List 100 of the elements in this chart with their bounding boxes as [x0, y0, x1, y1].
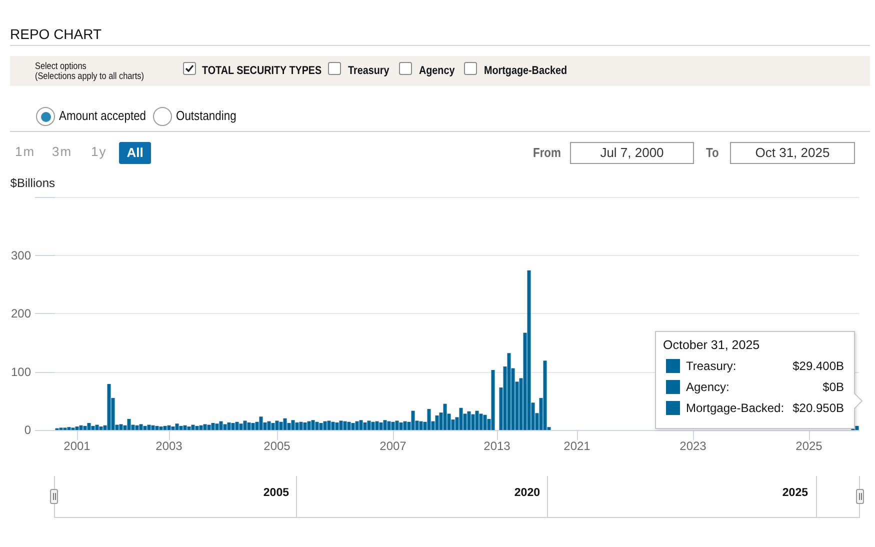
bar — [275, 420, 279, 430]
bar — [299, 422, 303, 430]
bar — [375, 421, 379, 430]
bar — [147, 424, 151, 430]
x-tick-label: 2001 — [64, 439, 91, 453]
bar — [363, 422, 367, 430]
bar — [391, 422, 395, 430]
bar — [171, 426, 175, 430]
bar — [371, 422, 375, 430]
y-tick-label: 300 — [10, 248, 32, 262]
bar — [443, 404, 447, 430]
bar — [151, 425, 155, 430]
text: 1m — [15, 144, 36, 160]
x-tick-label: 2007 — [380, 439, 407, 453]
bar — [91, 426, 95, 430]
bar — [83, 426, 87, 430]
text: Select options — [35, 61, 86, 72]
bar — [163, 426, 167, 430]
y-tick-label: 200 — [10, 306, 32, 320]
bar — [271, 423, 275, 430]
bar — [223, 424, 227, 430]
bar — [315, 422, 319, 430]
bar — [359, 420, 363, 430]
date-field: Oct 31, 2025 — [730, 142, 855, 164]
bar — [459, 408, 463, 430]
text: 2025 — [782, 487, 808, 500]
bar — [195, 426, 199, 430]
bar — [199, 425, 203, 430]
bar — [335, 422, 339, 430]
bar — [227, 422, 231, 430]
bar — [143, 426, 147, 430]
bar — [175, 424, 179, 430]
bar — [107, 384, 111, 430]
bar — [99, 426, 103, 430]
bar — [331, 422, 335, 430]
bar — [119, 424, 123, 430]
text: 2005 — [263, 487, 289, 500]
bar — [167, 425, 171, 430]
bar — [339, 420, 343, 430]
bar — [379, 422, 383, 430]
bar — [127, 418, 131, 430]
bar — [387, 421, 391, 430]
x-tick-label: 2013 — [484, 439, 511, 453]
bar — [327, 420, 331, 430]
bar — [211, 423, 215, 430]
chart-title: REPO CHART — [10, 26, 102, 42]
text: 3m — [52, 144, 72, 160]
bar — [399, 422, 403, 430]
bar — [259, 416, 263, 430]
range-button: All — [119, 142, 151, 164]
bar — [219, 421, 223, 430]
bar — [311, 420, 315, 430]
bar — [251, 423, 255, 430]
bar — [403, 421, 407, 430]
x-tick-label: 2023 — [680, 439, 707, 453]
y-tick-label: 0 — [24, 423, 32, 437]
bar — [411, 410, 415, 430]
text: (Selections apply to all charts) — [35, 70, 144, 82]
bar — [351, 423, 355, 430]
bar — [491, 370, 495, 430]
bar — [183, 425, 187, 430]
bar — [527, 270, 531, 430]
annotation: Agency: — [686, 380, 730, 394]
bar — [215, 424, 219, 430]
bar — [479, 414, 483, 430]
bar — [295, 422, 299, 430]
bar — [355, 421, 359, 430]
bar — [207, 424, 211, 430]
text: To — [706, 145, 719, 161]
bar — [187, 426, 191, 430]
annotation: October 31, 2025 — [663, 338, 760, 352]
y-tick-label: 100 — [10, 364, 32, 379]
bar — [307, 421, 311, 430]
bar — [203, 424, 207, 430]
x-tick-label: 2021 — [564, 439, 591, 453]
bar — [507, 353, 511, 430]
bar — [135, 425, 139, 430]
text: Agency — [419, 65, 455, 78]
bar — [247, 422, 251, 430]
text: Mortgage-Backed — [484, 65, 567, 78]
text: Treasury — [348, 65, 390, 78]
x-tick-label: 2005 — [264, 439, 291, 453]
bar — [323, 421, 327, 430]
text: 1y — [91, 144, 107, 160]
bar — [267, 421, 271, 430]
annotation: Mortgage-Backed: — [686, 400, 784, 416]
date-field: Jul 7, 2000 — [570, 142, 694, 164]
bar — [283, 418, 287, 430]
text: Outstanding — [176, 108, 236, 124]
bar — [87, 423, 91, 430]
x-tick-label: 2025 — [796, 439, 823, 453]
bar — [419, 421, 423, 430]
bar — [95, 424, 99, 430]
bar — [395, 420, 399, 430]
bar — [279, 422, 283, 430]
annotation: $29.400B — [792, 358, 844, 374]
bar — [79, 425, 83, 430]
text: Amount accepted — [59, 108, 146, 124]
bar — [347, 422, 351, 430]
bar — [483, 414, 487, 430]
